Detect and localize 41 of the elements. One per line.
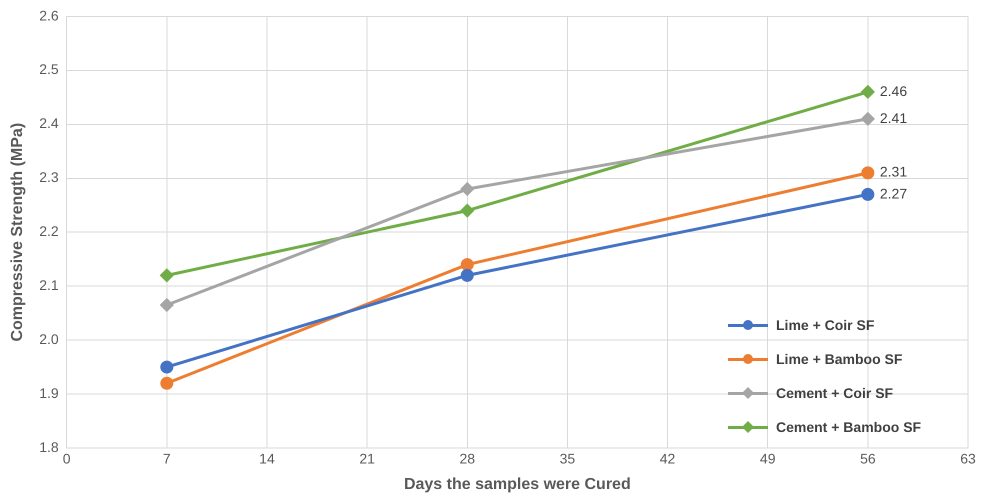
- point: [861, 166, 874, 180]
- legend-label: Cement + Bamboo SF: [776, 419, 922, 435]
- y-tick-label: 1.8: [39, 438, 59, 455]
- point: [861, 188, 874, 201]
- x-tick-label: 14: [259, 450, 275, 466]
- x-tick-label: 63: [960, 450, 976, 466]
- x-tick-label: 56: [860, 450, 876, 466]
- y-tick-label: 2.2: [39, 223, 59, 240]
- y-tick-label: 2.1: [39, 277, 59, 294]
- y-tick-label: 2.4: [39, 115, 59, 132]
- x-axis-title: Days the samples were Cured: [404, 476, 631, 493]
- y-axis-title: Compressive Strength (MPa): [9, 122, 26, 342]
- point: [460, 204, 474, 218]
- legend-label: Lime + Coir SF: [776, 317, 874, 333]
- y-tick-label: 1.9: [39, 384, 59, 401]
- x-tick-label: 49: [760, 450, 776, 466]
- y-tick-label: 2.3: [39, 169, 59, 186]
- point: [460, 182, 474, 196]
- x-tick-label: 42: [660, 450, 676, 466]
- point: [160, 360, 174, 374]
- data-label: 2.46: [880, 82, 908, 99]
- x-tick-label: 35: [560, 450, 576, 466]
- legend-label: Cement + Coir SF: [776, 385, 894, 401]
- point: [160, 376, 174, 390]
- legend-label: Lime + Bamboo SF: [776, 351, 902, 367]
- point: [160, 298, 174, 312]
- y-tick-label: 2.5: [39, 61, 59, 78]
- point: [460, 258, 474, 272]
- point: [160, 268, 174, 282]
- x-tick-label: 21: [359, 450, 376, 466]
- x-tick-label: 0: [62, 450, 71, 466]
- data-label: 2.27: [880, 185, 908, 202]
- point: [861, 85, 874, 98]
- x-tick-label: 7: [162, 450, 171, 466]
- data-label: 2.41: [880, 110, 908, 126]
- y-tick-label: 2.0: [39, 330, 59, 347]
- y-tick-label: 2.6: [39, 7, 59, 24]
- point: [861, 112, 874, 126]
- x-tick-label: 28: [459, 450, 476, 466]
- data-label: 2.31: [880, 164, 908, 180]
- point: [460, 268, 474, 282]
